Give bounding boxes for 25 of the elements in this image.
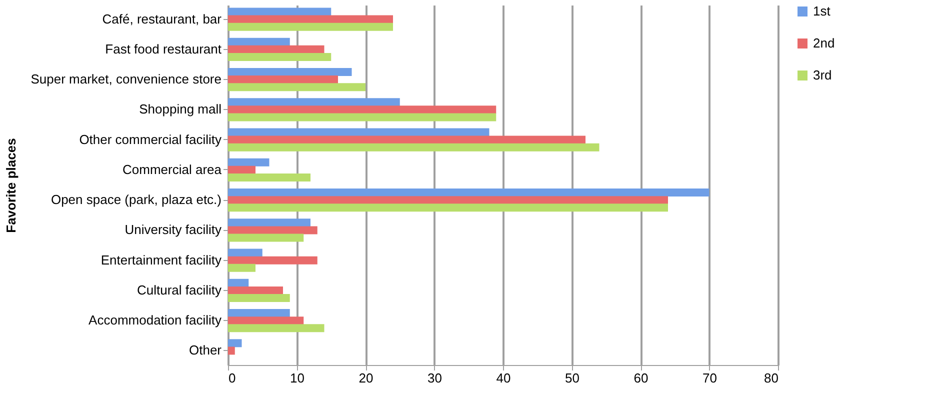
y-tick-label: Shopping mall	[139, 102, 222, 117]
x-tick-label: 60	[634, 370, 648, 386]
x-tick-label: 20	[358, 370, 374, 386]
x-tick-label: 80	[764, 370, 778, 386]
y-tick-label: University facility	[124, 222, 222, 238]
y-tick-label: Accommodation facility	[88, 312, 222, 328]
y-tick-label: Fast food restaurant	[105, 41, 222, 56]
legend-label: 1st	[813, 4, 831, 18]
y-tick-label: Commercial area	[122, 162, 222, 177]
y-tick-label: Other	[188, 342, 222, 358]
legend-label: 2nd	[813, 36, 835, 50]
y-tick-label: Open space (park, plaza etc.)	[50, 192, 222, 208]
y-tick-label: Entertainment facility	[100, 252, 222, 268]
x-tick-label: 70	[702, 370, 717, 386]
legend-label: 3rd	[813, 68, 832, 82]
y-tick-label: Super market, convenience store	[30, 72, 222, 87]
y-tick-label: Café, restaurant, bar	[102, 11, 222, 26]
x-tick-label: 0	[228, 370, 236, 386]
y-axis-title: Favorite places	[4, 138, 19, 233]
x-tick-label: 30	[428, 370, 442, 386]
x-tick-label: 50	[565, 370, 580, 386]
y-tick-label: Other commercial facility	[79, 132, 222, 147]
x-tick-label: 10	[290, 370, 304, 386]
x-tick-label: 40	[496, 370, 511, 386]
y-tick-label: Cultural facility	[136, 282, 222, 298]
